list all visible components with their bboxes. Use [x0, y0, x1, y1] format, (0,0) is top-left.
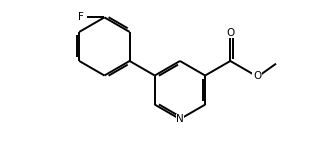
Text: N: N: [176, 114, 184, 124]
Text: O: O: [226, 27, 234, 38]
Text: O: O: [253, 70, 261, 81]
Text: F: F: [78, 12, 84, 22]
